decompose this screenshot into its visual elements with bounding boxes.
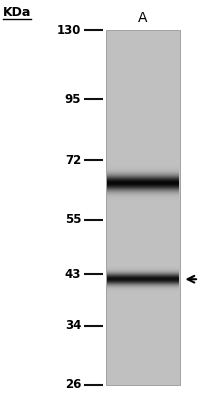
Text: 55: 55 <box>65 213 81 226</box>
Text: 34: 34 <box>65 319 81 332</box>
Bar <box>106 30 180 385</box>
Text: KDa: KDa <box>3 6 31 18</box>
Text: 72: 72 <box>65 154 81 167</box>
Text: 95: 95 <box>65 93 81 106</box>
Text: 130: 130 <box>57 24 81 36</box>
Text: A: A <box>138 11 147 25</box>
Text: 43: 43 <box>65 268 81 280</box>
Text: 26: 26 <box>65 378 81 392</box>
